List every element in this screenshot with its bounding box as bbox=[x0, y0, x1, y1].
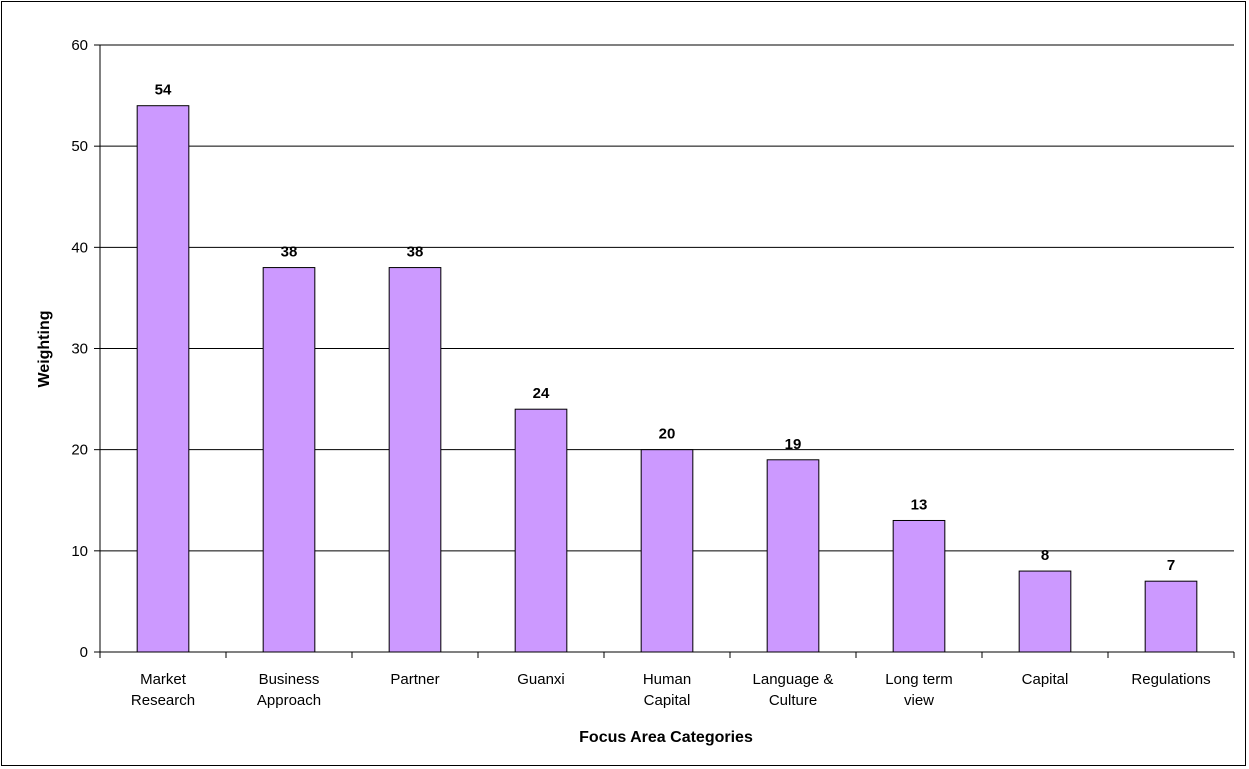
x-tick-label: Guanxi bbox=[517, 671, 565, 688]
y-tick-label: 10 bbox=[71, 543, 88, 560]
data-label: 38 bbox=[281, 244, 298, 261]
x-tick-label: Regulations bbox=[1131, 671, 1210, 688]
y-tick-labels: 0 10 20 30 40 50 60 bbox=[71, 37, 88, 661]
bar bbox=[136, 105, 190, 653]
y-axis-title: Weighting bbox=[36, 310, 53, 387]
y-tick-label: 40 bbox=[71, 239, 88, 256]
y-tick-label: 50 bbox=[71, 138, 88, 155]
data-label: 8 bbox=[1041, 547, 1049, 564]
data-label: 54 bbox=[155, 82, 172, 99]
bar bbox=[388, 267, 442, 653]
x-tick-label: Language & Culture bbox=[753, 671, 834, 709]
x-tick-label: Market Research bbox=[131, 671, 195, 709]
bar bbox=[1018, 570, 1072, 653]
data-label: 38 bbox=[407, 244, 424, 261]
data-label: 19 bbox=[785, 436, 802, 453]
y-tick-label: 0 bbox=[80, 644, 88, 661]
bar bbox=[766, 459, 820, 653]
bar bbox=[262, 267, 316, 653]
bar bbox=[514, 408, 568, 653]
x-tick-labels: Market Research Business Approach Partner Gua… bbox=[131, 671, 1211, 709]
axes bbox=[94, 44, 1235, 658]
x-tick-label: Business Approach bbox=[257, 671, 321, 709]
data-labels: 54 38 38 24 20 19 13 8 7 bbox=[155, 82, 1176, 574]
y-tick-label: 20 bbox=[71, 442, 88, 459]
x-tick-label: Partner bbox=[390, 671, 439, 688]
y-tick-label: 60 bbox=[71, 37, 88, 54]
bar bbox=[892, 519, 946, 653]
y-tick-label: 30 bbox=[71, 341, 88, 358]
x-axis-title: Focus Area Categories bbox=[579, 729, 753, 746]
bar bbox=[640, 449, 694, 653]
data-label: 13 bbox=[911, 496, 928, 513]
x-tick-label: Human Capital bbox=[643, 671, 691, 709]
data-label: 24 bbox=[533, 385, 550, 402]
bars bbox=[136, 105, 1198, 653]
x-tick-label: Capital bbox=[1022, 671, 1069, 688]
data-label: 7 bbox=[1167, 557, 1175, 574]
x-tick-label: Long term view bbox=[885, 671, 953, 709]
bar bbox=[1144, 580, 1198, 653]
data-label: 20 bbox=[659, 426, 676, 443]
